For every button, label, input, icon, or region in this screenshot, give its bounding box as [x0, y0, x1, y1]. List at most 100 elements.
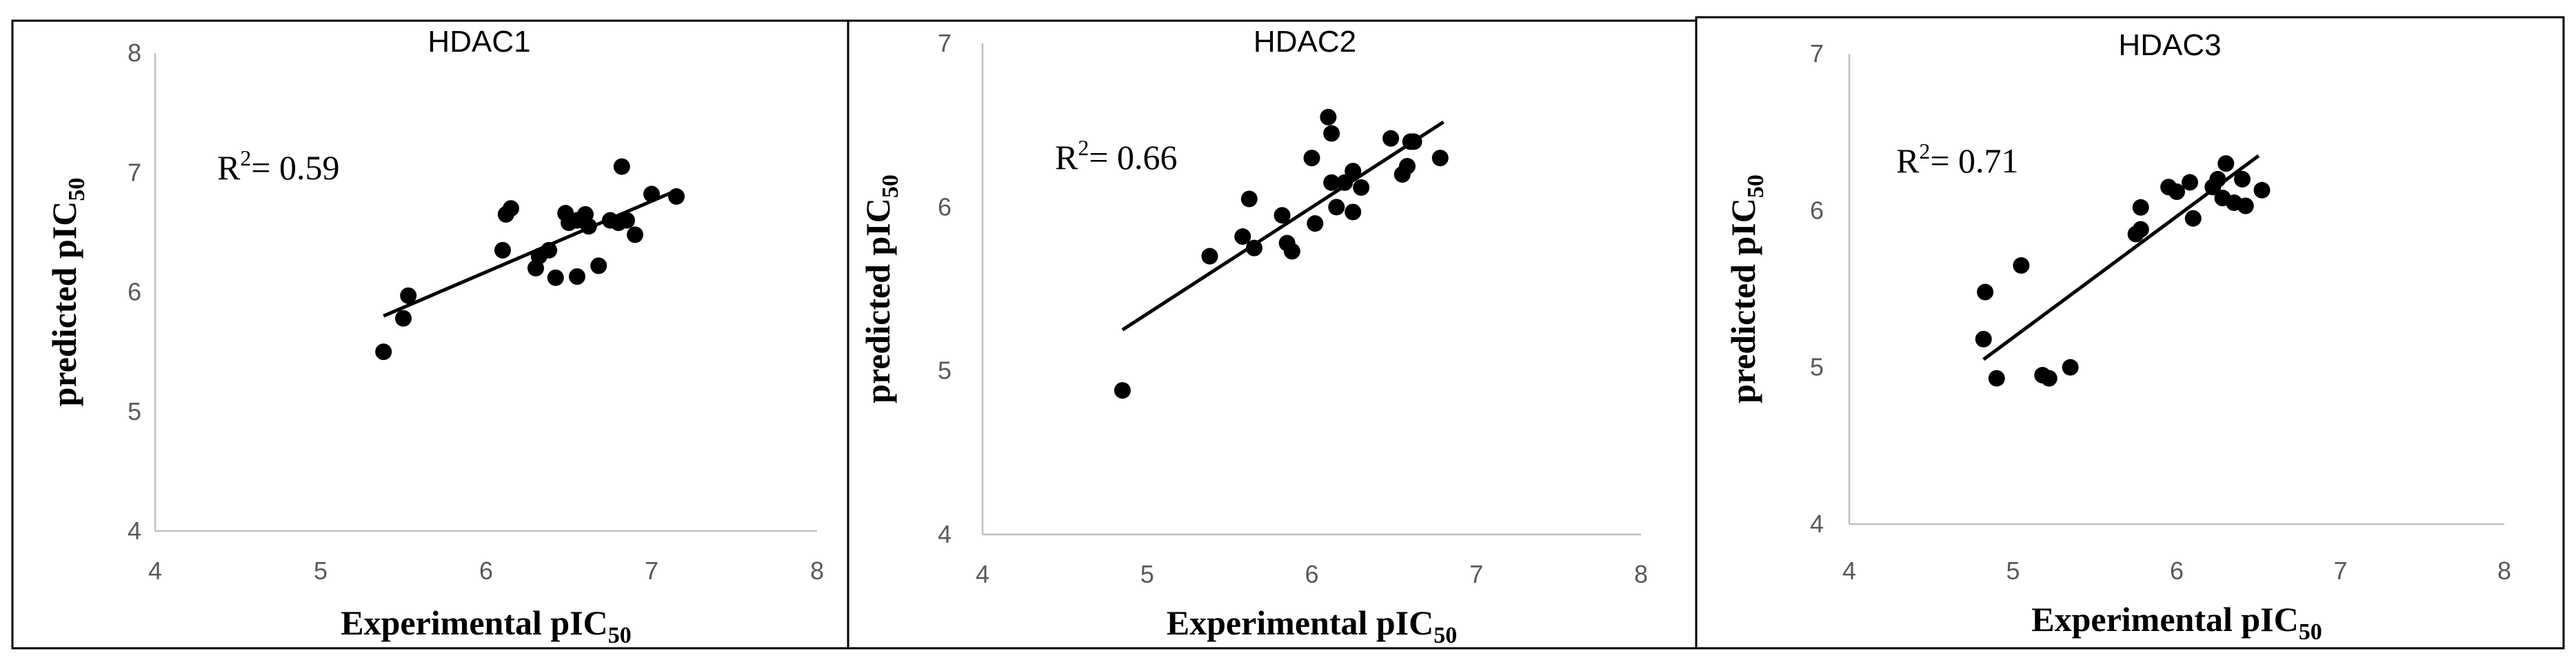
data-point: [1303, 150, 1320, 167]
annotation-prefix: R: [1055, 138, 1078, 177]
annotation-prefix: R: [1896, 141, 1920, 180]
data-point: [643, 186, 660, 203]
panel-border: [11, 19, 849, 650]
x-tick-label: 6: [1305, 560, 1318, 588]
data-point: [1345, 163, 1362, 180]
data-point: [494, 241, 511, 259]
data-point: [2040, 370, 2057, 387]
x-tick-label: 8: [810, 557, 824, 585]
y-tick-label: 6: [938, 192, 952, 221]
data-point: [1201, 248, 1218, 265]
y-axis-label: predicted pIC50: [1724, 174, 1769, 403]
x-tick-label: 6: [2170, 557, 2184, 585]
data-point: [618, 212, 635, 229]
y-tick-label: 6: [1810, 196, 1824, 224]
r-squared-annotation: R2= 0.71: [1896, 139, 2019, 180]
y-axis-label-main: predicted pIC: [45, 201, 83, 407]
annotation-value: = 0.59: [251, 148, 339, 187]
data-point: [2217, 155, 2235, 172]
data-point: [2253, 181, 2271, 199]
chart-title: HDAC1: [427, 25, 530, 59]
y-tick-label: 7: [1810, 39, 1824, 68]
x-axis-label-subscript: 50: [2299, 619, 2322, 645]
x-tick-label: 6: [479, 557, 493, 585]
data-point: [1283, 243, 1300, 260]
data-point: [2169, 183, 2185, 201]
y-axis-label-main: predicted pIC: [1724, 198, 1762, 403]
data-point: [569, 268, 585, 285]
data-point: [1114, 382, 1131, 399]
y-tick-label: 8: [128, 39, 141, 67]
data-point: [1336, 174, 1354, 191]
data-point: [590, 257, 607, 274]
x-axis-label-subscript: 50: [608, 623, 632, 648]
data-point: [627, 226, 643, 243]
data-point: [1975, 330, 1992, 348]
data-point: [613, 158, 630, 175]
chart-title: HDAC3: [2118, 28, 2221, 62]
annotation-superscript: 2: [240, 146, 251, 170]
y-axis-label-subscript: 50: [64, 178, 90, 201]
data-point: [1320, 108, 1337, 126]
r-squared-annotation: R2= 0.66: [1055, 135, 1178, 177]
panel-border: [1695, 16, 2565, 650]
data-point: [1398, 158, 1416, 174]
y-axis-label: predicted pIC50: [858, 174, 903, 403]
x-tick-label: 7: [1469, 560, 1483, 588]
annotation-value: = 0.71: [1930, 141, 2018, 180]
x-tick-label: 5: [314, 557, 328, 585]
data-point: [1345, 203, 1362, 221]
data-point: [1977, 283, 1994, 301]
data-point: [1323, 125, 1340, 142]
x-tick-label: 8: [1634, 560, 1648, 588]
y-axis-label-subscript: 50: [878, 174, 903, 198]
data-point: [1353, 179, 1370, 196]
data-point: [2234, 170, 2251, 188]
y-axis-label-main: predicted pIC: [858, 198, 897, 403]
x-tick-label: 5: [1140, 560, 1154, 588]
data-point: [1323, 174, 1340, 191]
x-axis-label-main: Experimental pIC: [341, 603, 608, 642]
x-tick-label: 8: [2497, 557, 2511, 585]
data-point: [1307, 215, 1324, 232]
annotation-superscript: 2: [1078, 135, 1089, 160]
data-point: [2184, 210, 2202, 227]
annotation-prefix: R: [217, 148, 241, 187]
data-point: [2013, 257, 2030, 274]
data-point: [541, 241, 558, 259]
data-point: [2132, 221, 2149, 238]
x-axis-label-main: Experimental pIC: [1167, 603, 1434, 642]
data-point: [2209, 170, 2226, 188]
y-tick-label: 7: [938, 29, 952, 57]
x-tick-label: 7: [645, 557, 658, 585]
y-axis-label: predicted pIC50: [45, 178, 90, 407]
x-axis-label: Experimental pIC50: [1167, 603, 1458, 648]
y-tick-label: 5: [1810, 353, 1824, 381]
y-tick-label: 5: [128, 397, 141, 425]
x-tick-label: 4: [976, 560, 989, 588]
r-squared-annotation: R2= 0.59: [217, 146, 340, 187]
trendline: [1121, 120, 1445, 332]
data-point: [375, 343, 392, 361]
y-tick-label: 4: [128, 517, 141, 545]
panel-border: [847, 19, 1698, 650]
x-axis-label: Experimental pIC50: [341, 603, 632, 648]
x-axis-label-main: Experimental pIC: [2031, 600, 2299, 639]
data-point: [547, 269, 564, 286]
annotation-superscript: 2: [1919, 139, 1930, 163]
y-tick-label: 5: [938, 357, 952, 385]
data-point: [1405, 133, 1422, 150]
data-point: [1240, 190, 1258, 208]
y-tick-label: 4: [1810, 510, 1824, 538]
data-point: [1245, 239, 1262, 257]
data-point: [1328, 199, 1345, 216]
data-point: [2237, 197, 2254, 214]
data-point: [400, 287, 417, 304]
x-axis-label-subscript: 50: [1433, 623, 1457, 648]
x-tick-label: 4: [148, 557, 162, 585]
